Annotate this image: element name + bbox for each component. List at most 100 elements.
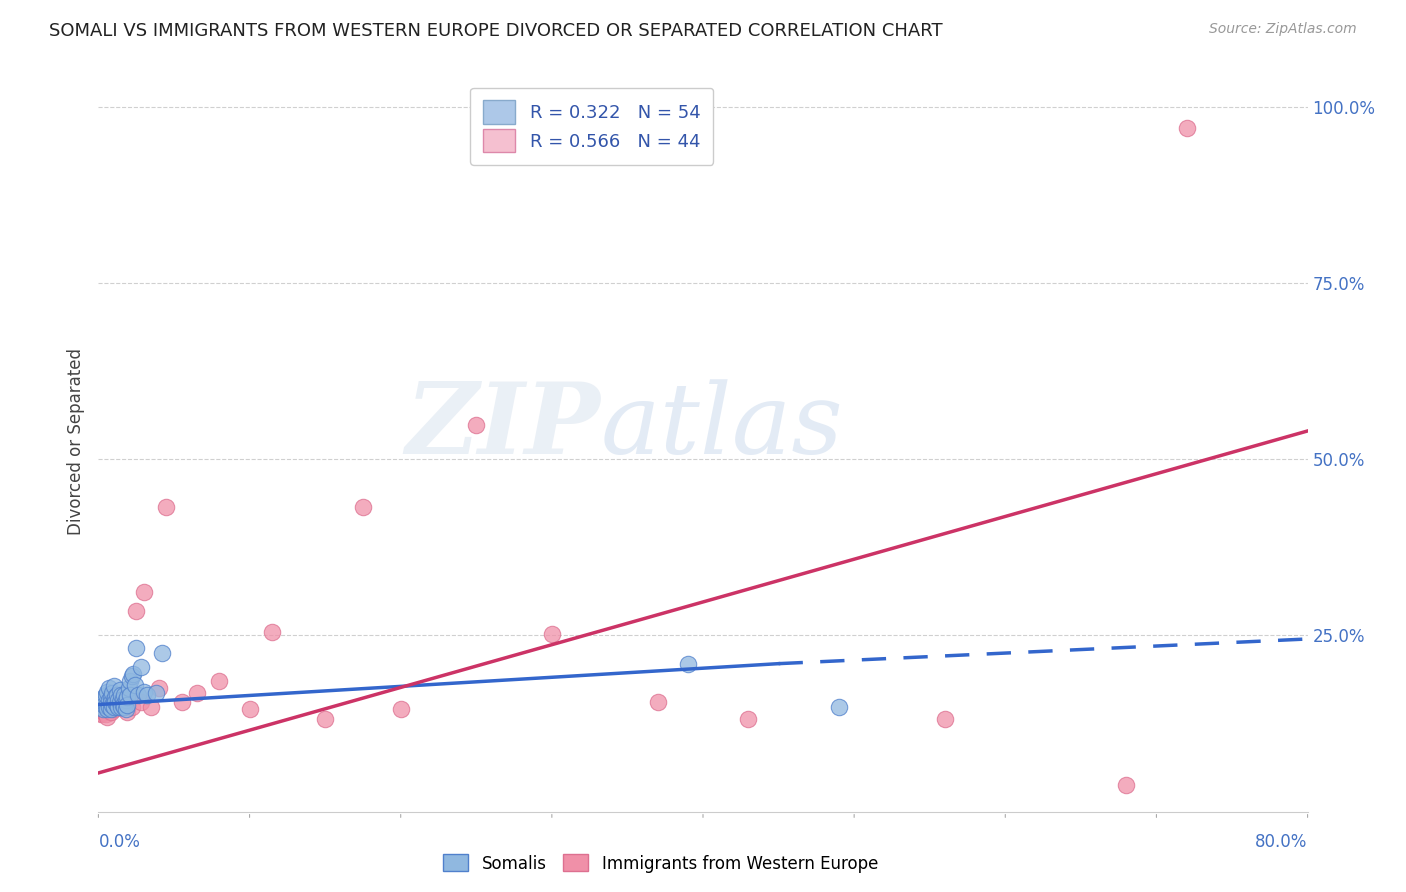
Legend: R = 0.322   N = 54, R = 0.566   N = 44: R = 0.322 N = 54, R = 0.566 N = 44 bbox=[470, 87, 713, 165]
Point bbox=[114, 693, 136, 707]
Point bbox=[96, 702, 118, 716]
Point bbox=[121, 700, 143, 714]
Point bbox=[112, 700, 135, 714]
Point bbox=[100, 690, 122, 705]
Text: 80.0%: 80.0% bbox=[1256, 833, 1308, 851]
Text: Source: ZipAtlas.com: Source: ZipAtlas.com bbox=[1209, 22, 1357, 37]
Text: 0.0%: 0.0% bbox=[98, 833, 141, 851]
Point bbox=[101, 698, 124, 712]
Point bbox=[145, 686, 167, 700]
Point bbox=[170, 695, 193, 709]
Point bbox=[141, 700, 163, 714]
Point bbox=[155, 500, 177, 515]
Point bbox=[103, 702, 125, 716]
Point bbox=[108, 700, 131, 714]
Point bbox=[94, 689, 117, 703]
Point bbox=[120, 689, 142, 703]
Point bbox=[122, 667, 145, 681]
Point bbox=[98, 693, 121, 707]
Point bbox=[114, 702, 136, 716]
Point bbox=[93, 698, 115, 712]
Legend: Somalis, Immigrants from Western Europe: Somalis, Immigrants from Western Europe bbox=[437, 847, 884, 880]
Point bbox=[352, 500, 374, 515]
Point bbox=[90, 707, 112, 722]
Point bbox=[129, 695, 152, 709]
Point bbox=[90, 700, 112, 714]
Point bbox=[94, 698, 117, 713]
Text: ZIP: ZIP bbox=[405, 378, 600, 475]
Point bbox=[112, 689, 135, 703]
Point bbox=[103, 700, 125, 714]
Point bbox=[105, 689, 128, 703]
Point bbox=[89, 695, 111, 709]
Point bbox=[239, 702, 262, 716]
Point bbox=[112, 689, 135, 703]
Point bbox=[91, 702, 114, 716]
Point bbox=[465, 418, 488, 433]
Point bbox=[94, 698, 117, 713]
Point bbox=[828, 700, 851, 714]
Point bbox=[96, 685, 118, 699]
Point bbox=[127, 689, 149, 703]
Text: SOMALI VS IMMIGRANTS FROM WESTERN EUROPE DIVORCED OR SEPARATED CORRELATION CHART: SOMALI VS IMMIGRANTS FROM WESTERN EUROPE… bbox=[49, 22, 943, 40]
Point bbox=[90, 702, 112, 716]
Point bbox=[314, 712, 336, 726]
Point bbox=[104, 690, 127, 704]
Point bbox=[100, 702, 122, 716]
Point bbox=[1115, 778, 1137, 792]
Point bbox=[93, 690, 115, 705]
Point bbox=[389, 702, 412, 716]
Y-axis label: Divorced or Separated: Divorced or Separated bbox=[66, 348, 84, 535]
Point bbox=[104, 695, 127, 709]
Point bbox=[125, 641, 148, 656]
Point bbox=[110, 695, 132, 709]
Point bbox=[115, 705, 138, 719]
Point bbox=[121, 669, 143, 683]
Point bbox=[132, 685, 155, 699]
Point bbox=[107, 700, 129, 714]
Point bbox=[98, 681, 121, 696]
Point bbox=[107, 690, 129, 705]
Point bbox=[737, 712, 759, 726]
Point bbox=[208, 674, 231, 689]
Point bbox=[105, 698, 128, 712]
Point bbox=[129, 660, 152, 674]
Point bbox=[100, 695, 122, 709]
Point bbox=[103, 679, 125, 693]
Point bbox=[111, 692, 134, 706]
Point bbox=[124, 678, 146, 692]
Point bbox=[100, 705, 122, 719]
Point bbox=[148, 681, 170, 696]
Point bbox=[110, 689, 132, 703]
Point bbox=[94, 707, 117, 722]
Point bbox=[262, 624, 284, 639]
Point bbox=[118, 681, 141, 696]
Point bbox=[110, 700, 132, 714]
Point bbox=[125, 604, 148, 618]
Point bbox=[115, 698, 138, 712]
Point bbox=[186, 686, 208, 700]
Point bbox=[91, 692, 114, 706]
Point bbox=[114, 695, 136, 709]
Point bbox=[105, 693, 128, 707]
Point bbox=[676, 657, 699, 671]
Point bbox=[111, 692, 134, 706]
Point bbox=[647, 695, 669, 709]
Point bbox=[115, 690, 138, 705]
Point bbox=[150, 646, 173, 660]
Point bbox=[135, 689, 157, 703]
Point bbox=[540, 627, 562, 641]
Point bbox=[111, 698, 134, 712]
Point bbox=[120, 674, 142, 689]
Text: atlas: atlas bbox=[600, 379, 844, 475]
Point bbox=[103, 693, 125, 707]
Point bbox=[96, 709, 118, 723]
Point bbox=[101, 686, 124, 700]
Point bbox=[91, 700, 114, 714]
Point bbox=[934, 712, 956, 726]
Point bbox=[132, 584, 155, 599]
Point bbox=[101, 700, 124, 714]
Point bbox=[1175, 120, 1198, 135]
Point bbox=[104, 695, 127, 709]
Point bbox=[98, 698, 121, 712]
